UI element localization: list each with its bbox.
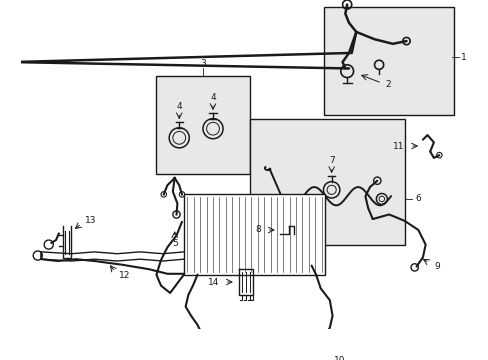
Bar [156,76,249,174]
Bar [249,119,404,244]
Text: 6: 6 [415,194,421,203]
Text: 2: 2 [385,80,390,89]
Text: 4: 4 [176,102,182,111]
Text: 4: 4 [210,93,215,102]
Bar [324,7,453,115]
Text: 11: 11 [392,141,404,150]
Text: 5: 5 [171,239,177,248]
Text: 12: 12 [119,271,130,280]
Text: 9: 9 [434,262,440,271]
Text: 8: 8 [255,225,261,234]
Text: 3: 3 [200,59,205,68]
Text: 14: 14 [207,278,219,287]
Text: 10: 10 [333,356,345,360]
Bar [183,194,325,275]
Text: 13: 13 [85,216,97,225]
Text: 7: 7 [328,156,334,165]
Text: 1: 1 [460,53,466,62]
